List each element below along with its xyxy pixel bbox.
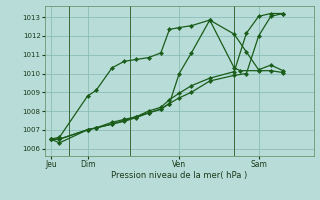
X-axis label: Pression niveau de la mer( hPa ): Pression niveau de la mer( hPa )	[111, 171, 247, 180]
